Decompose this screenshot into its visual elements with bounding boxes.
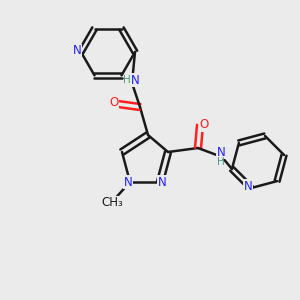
Text: N: N <box>158 176 166 188</box>
Text: H: H <box>217 157 225 167</box>
Text: O: O <box>110 95 118 109</box>
Text: N: N <box>130 74 140 86</box>
Text: N: N <box>217 146 225 158</box>
Text: N: N <box>244 180 252 193</box>
Text: N: N <box>124 176 132 188</box>
Text: H: H <box>123 75 131 85</box>
Text: N: N <box>73 44 81 58</box>
Text: O: O <box>200 118 208 131</box>
Text: CH₃: CH₃ <box>101 196 123 209</box>
